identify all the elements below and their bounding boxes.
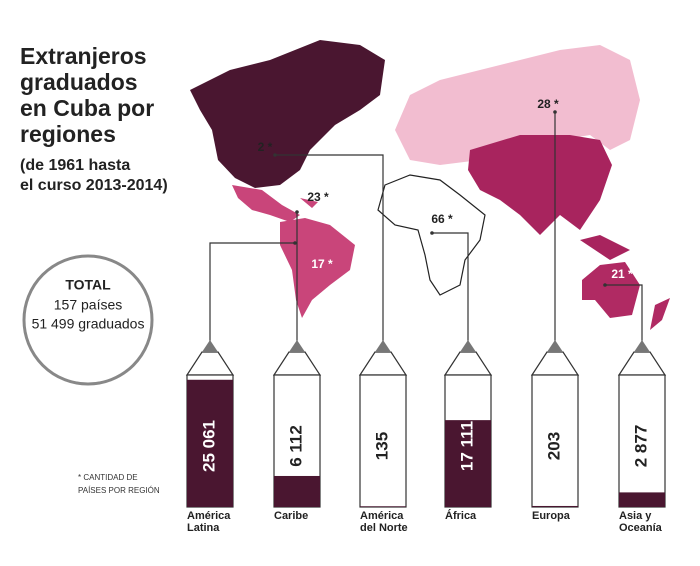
country-count-marker	[430, 231, 434, 235]
pencil-tip	[358, 351, 408, 376]
pencil-lead	[634, 340, 650, 352]
pencil-tip	[272, 351, 322, 376]
value-label: 135	[372, 432, 391, 460]
callout-line	[275, 154, 384, 343]
country-count-label: 21 *	[611, 267, 633, 281]
bar	[360, 506, 406, 507]
category-label: África	[445, 510, 477, 522]
category-label: América del Norte	[360, 510, 408, 534]
title-line: regiones	[20, 121, 116, 147]
bar	[187, 379, 233, 507]
country-count-label: 66 *	[431, 212, 453, 226]
value-label: 6 112	[286, 425, 305, 467]
title-line: Extranjeros	[20, 43, 147, 69]
category-label: Europa	[532, 510, 570, 522]
total-line: 157 países	[54, 297, 123, 313]
oceania	[582, 262, 670, 330]
callout-line	[209, 242, 295, 343]
latin-america	[280, 218, 355, 318]
footnote: * CANTIDAD DE	[78, 473, 138, 482]
country-count-label: 2 *	[258, 140, 273, 154]
europe-asia	[395, 45, 640, 165]
world-map	[190, 40, 670, 330]
pencil-lead	[460, 340, 476, 352]
title-line: graduados	[20, 69, 138, 95]
total-heading: TOTAL	[65, 277, 111, 293]
country-count-marker	[295, 210, 299, 214]
caribe	[232, 185, 318, 222]
subtitle-line: (de 1961 hasta	[20, 157, 130, 174]
asia	[468, 135, 630, 260]
pencil-body	[618, 374, 666, 508]
pencil-lead	[375, 340, 391, 352]
country-count-label: 17 *	[311, 257, 333, 271]
north-america	[190, 40, 385, 188]
category-label: América Latina	[187, 510, 231, 534]
country-count-label: 28 *	[537, 97, 559, 111]
callout-line	[432, 232, 469, 343]
pencil-tip	[443, 351, 493, 376]
pencil-lead	[547, 340, 563, 352]
africa	[377, 174, 486, 296]
pencil-body	[359, 374, 407, 508]
value-label: 25 061	[199, 420, 218, 472]
pencil-lead	[202, 340, 218, 352]
value-label: 2 877	[631, 425, 650, 468]
pencil-tip	[617, 351, 667, 376]
total-line: 51 499 graduados	[32, 316, 145, 332]
category-label: Caribe	[274, 510, 309, 522]
value-label: 203	[544, 432, 563, 460]
title-line: en Cuba por	[20, 95, 154, 121]
pencil-tip	[185, 351, 235, 376]
bar	[274, 475, 320, 507]
country-count-marker	[553, 110, 557, 114]
value-label: 17 111	[457, 421, 476, 471]
footnote: PAÍSES POR REGIÓN	[78, 486, 160, 495]
subtitle-line: el curso 2013-2014)	[20, 177, 168, 194]
total-circle	[22, 254, 154, 386]
country-count-marker	[603, 283, 607, 287]
bar	[532, 505, 578, 507]
callout-line	[605, 284, 643, 343]
bar	[619, 492, 665, 507]
bar	[445, 420, 491, 507]
pencil-tip	[530, 351, 580, 376]
country-count-marker	[273, 153, 277, 157]
country-count-label: 23 *	[307, 190, 329, 204]
category-label: Asia y Oceanía	[619, 510, 662, 534]
country-count-marker	[293, 241, 297, 245]
pencil-lead	[289, 340, 305, 352]
